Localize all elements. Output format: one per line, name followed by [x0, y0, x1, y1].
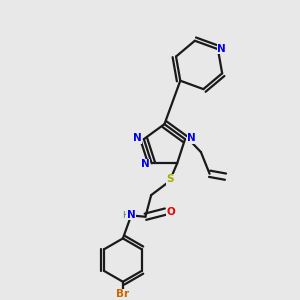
Text: N: N: [217, 44, 226, 54]
Text: N: N: [133, 133, 142, 143]
Text: Br: Br: [116, 290, 129, 299]
Text: N: N: [141, 159, 150, 169]
Text: H: H: [122, 211, 129, 220]
Text: O: O: [167, 207, 175, 217]
Text: N: N: [127, 210, 135, 220]
Text: N: N: [187, 133, 196, 143]
Text: S: S: [166, 174, 174, 184]
